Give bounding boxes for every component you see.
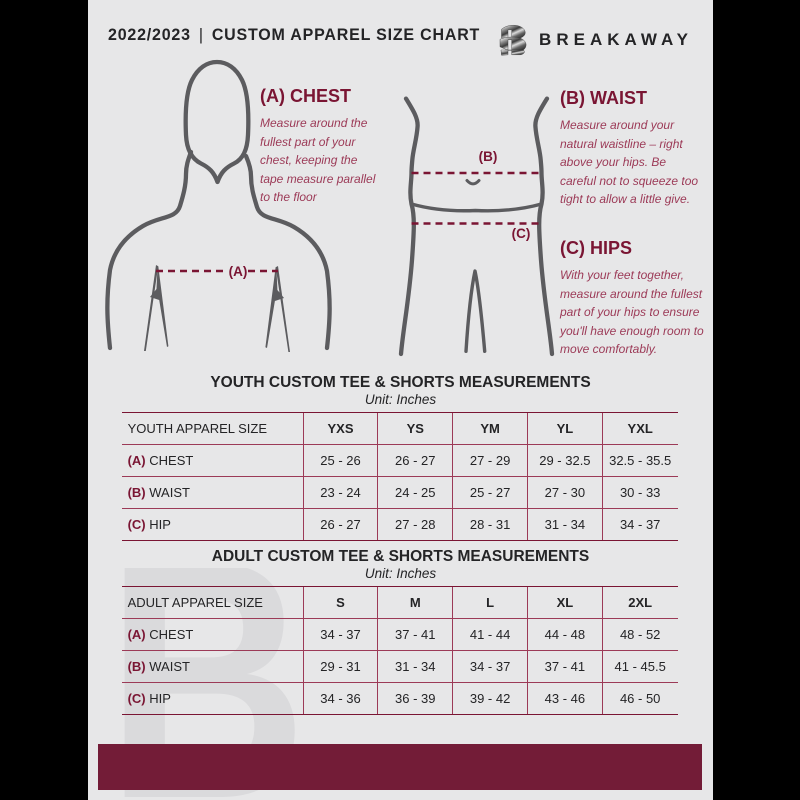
svg-text:(B): (B) (479, 149, 498, 164)
svg-text:(C): (C) (512, 226, 531, 241)
